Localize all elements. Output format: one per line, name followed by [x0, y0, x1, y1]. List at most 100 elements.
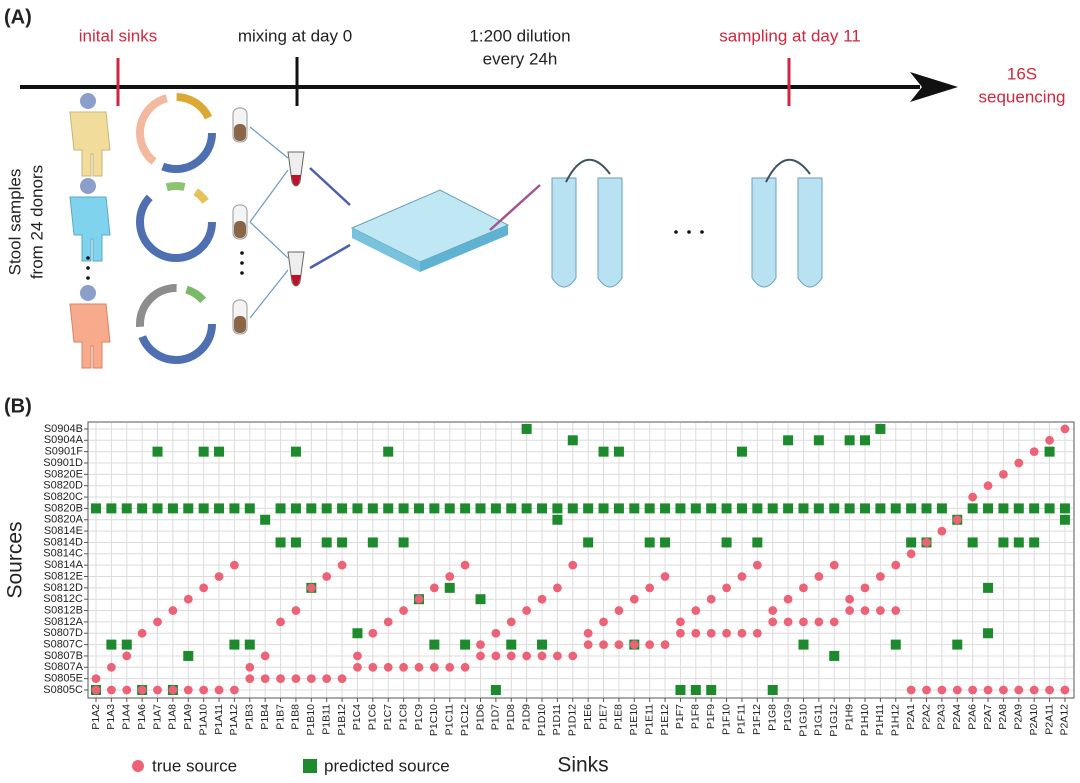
predicted-source-square: [475, 594, 486, 605]
true-source-dot: [783, 617, 793, 627]
predicted-source-square: [752, 503, 763, 514]
predicted-source-square: [767, 503, 778, 514]
predicted-source-square: [552, 503, 563, 514]
predicted-source-square: [429, 639, 440, 650]
x-tick-label: P1D8: [505, 704, 517, 730]
x-tick-label: P1F8: [690, 704, 702, 729]
step-label: 1:200 dilution: [469, 26, 570, 45]
true-source-dot: [353, 651, 362, 661]
predicted-source-square: [444, 582, 455, 593]
true-source-dot: [891, 560, 901, 570]
predicted-source-square: [598, 503, 609, 514]
predicted-source-square: [675, 685, 686, 695]
legend-label: true source: [152, 756, 237, 775]
x-tick-label: P1H12: [890, 704, 902, 736]
step-label: inital sinks: [79, 26, 157, 45]
true-source-dot: [1045, 685, 1054, 695]
true-source-dot: [491, 628, 501, 638]
predicted-source-square: [383, 446, 394, 457]
x-tick-label: P1B3: [244, 704, 256, 730]
true-source-dot: [706, 594, 716, 604]
y-tick-label: S0807D: [43, 627, 83, 639]
true-source-dot: [660, 572, 670, 581]
x-tick-label: P2A11: [1043, 704, 1055, 735]
true-source-dot: [122, 651, 132, 661]
predicted-source-square: [121, 639, 132, 650]
x-tick-label: P1B4: [259, 704, 271, 730]
y-tick-label: S0807A: [44, 661, 84, 673]
true-source-dot: [906, 685, 916, 695]
x-tick-label: P1A9: [182, 704, 194, 730]
x-tick-label: P1A8: [167, 704, 179, 730]
true-source-dot: [968, 492, 978, 502]
panel-a: (A) inital sinks mixing at day 0 1:200 d…: [4, 6, 1065, 369]
predicted-source-square: [290, 537, 301, 548]
x-tick-label: P1A10: [197, 704, 209, 736]
x-tick-label: P1A11: [213, 704, 225, 735]
predicted-source-square: [1059, 514, 1070, 525]
y-tick-label: S0901F: [44, 446, 83, 458]
predicted-source-square: [783, 435, 794, 446]
y-tick-label: S0807C: [43, 639, 83, 651]
y-tick-label: S0814C: [43, 548, 83, 560]
true-source-dot: [1060, 685, 1070, 695]
panel-label: (A): [4, 6, 32, 28]
true-source-dot: [691, 628, 701, 638]
true-source-dot: [260, 651, 270, 661]
y-tick-label: S0901D: [43, 457, 83, 469]
step-label: sampling at day 11: [719, 26, 860, 45]
true-source-dot: [245, 674, 255, 684]
predicted-source-square: [967, 503, 978, 514]
true-source-dot: [291, 674, 301, 684]
true-source-dot: [660, 640, 670, 649]
x-tick-label: P1C12: [459, 704, 471, 736]
side-label: from 24 donors: [27, 165, 46, 279]
true-source-dot: [537, 594, 547, 604]
predicted-source-square: [1013, 537, 1024, 548]
x-tick-label: P1E8: [613, 704, 625, 730]
true-source-dot: [122, 685, 132, 695]
x-tick-label: P1F9: [705, 704, 717, 729]
x-tick-label: P1B10: [305, 704, 317, 736]
true-source-dot: [199, 583, 209, 593]
y-tick-label: S0820C: [43, 491, 83, 503]
predicted-source-square: [813, 435, 824, 446]
true-source-dot: [1060, 424, 1070, 434]
true-source-dot: [983, 685, 993, 695]
predicted-source-square: [583, 503, 594, 514]
donor: [69, 178, 111, 262]
predicted-source-square: [352, 628, 363, 639]
x-tick-label: P1F11: [736, 704, 748, 734]
end-label: 16S: [1007, 64, 1037, 83]
true-source-dot: [875, 572, 885, 581]
x-tick-label: P2A6: [966, 704, 978, 730]
predicted-source-square: [490, 503, 501, 514]
x-tick-label: P1H9: [843, 704, 855, 730]
predicted-source-square: [475, 503, 486, 514]
true-source-dot: [599, 640, 608, 649]
predicted-source-square: [875, 503, 886, 514]
predicted-source-square: [860, 435, 870, 446]
y-tick-label: S0820B: [44, 502, 83, 514]
true-source-dot: [522, 651, 532, 661]
predicted-source-square: [352, 503, 363, 514]
predicted-source-square: [613, 446, 624, 457]
stool: [234, 124, 246, 333]
legend-label: predicted source: [324, 756, 450, 775]
predicted-source-square: [244, 503, 255, 514]
predicted-source-square: [983, 628, 994, 639]
predicted-source-square: [198, 446, 209, 457]
y-tick-label: S0904B: [44, 423, 83, 435]
predicted-source-square: [613, 503, 624, 514]
mix-tube: [287, 151, 305, 287]
true-source-dot: [676, 628, 685, 638]
predicted-source-square: [460, 503, 471, 514]
true-source-dot: [414, 594, 424, 604]
x-tick-label: P1G8: [767, 704, 779, 731]
x-tick-label: P2A3: [936, 704, 948, 730]
true-source-dot: [937, 526, 947, 536]
x-tick-label: P1D11: [551, 704, 563, 735]
true-source-dot: [629, 594, 639, 604]
true-source-dot: [1029, 447, 1039, 457]
